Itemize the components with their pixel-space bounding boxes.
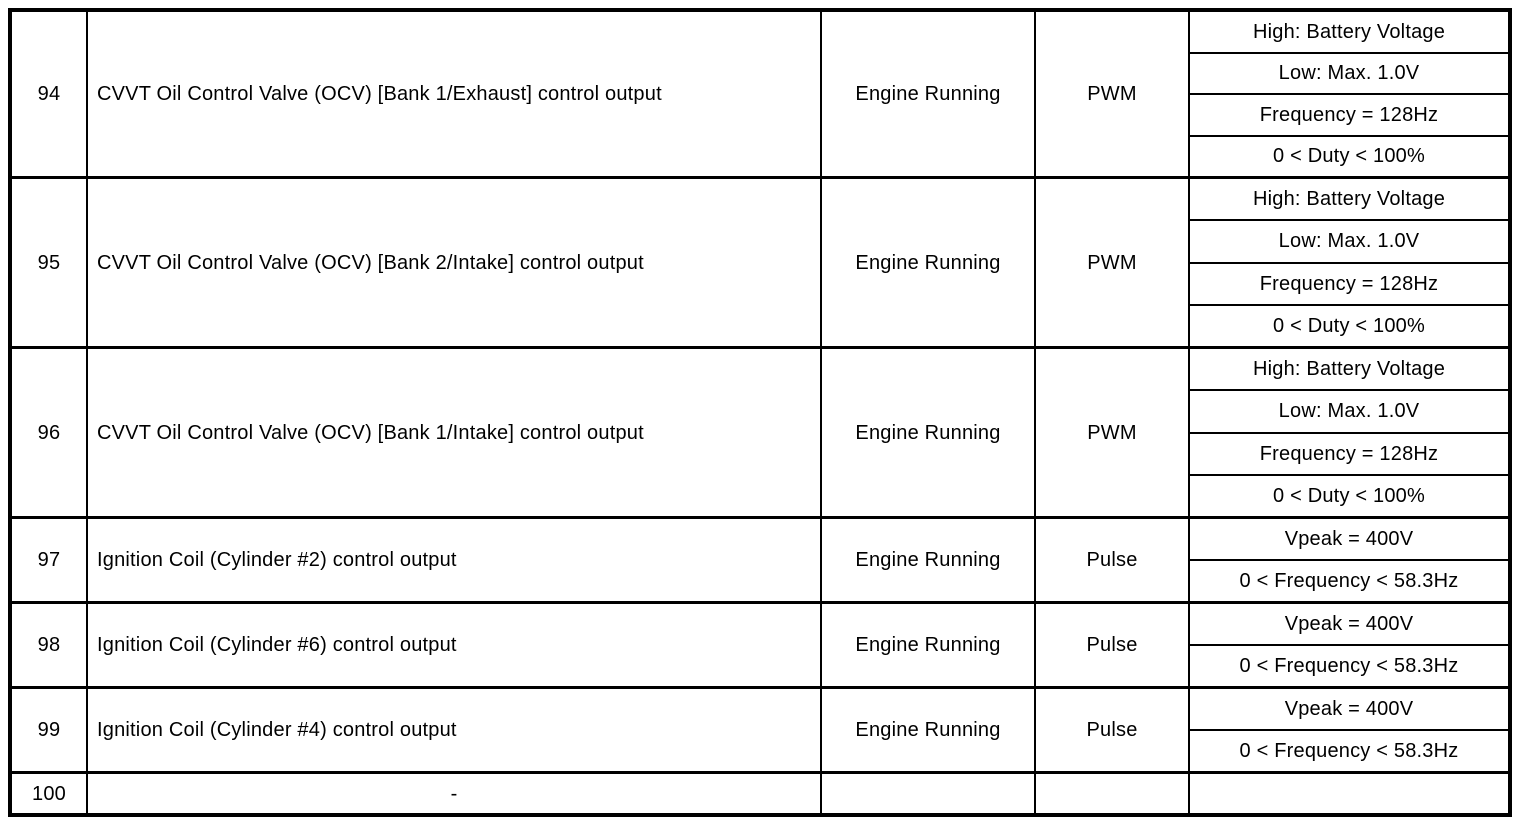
spec-cell: Vpeak = 400V 0 < Frequency < 58.3Hz xyxy=(1188,519,1508,601)
spec-item: High: Battery Voltage xyxy=(1252,188,1446,211)
pin-cell: 95 xyxy=(37,251,61,274)
spec-item: High: Battery Voltage xyxy=(1252,358,1446,381)
spec-item: Low: Max. 1.0V xyxy=(1190,51,1508,94)
pin-cell: 96 xyxy=(37,421,61,444)
table-row: 98 Ignition Coil (Cylinder #6) control ou… xyxy=(12,601,1508,686)
spec-item: Vpeak = 400V xyxy=(1284,528,1414,550)
spec-cell xyxy=(1188,774,1508,813)
pin-spec-table: 94 CVVT Oil Control Valve (OCV) [Bank 1/E… xyxy=(8,8,1512,817)
spec-cell: Vpeak = 400V 0 < Frequency < 58.3Hz xyxy=(1188,689,1508,771)
signal-type-cell: Pulse xyxy=(1034,519,1188,601)
spec-item: High: Battery Voltage xyxy=(1252,20,1446,43)
signal-type-cell: PWM xyxy=(1034,12,1188,176)
spec-cell: Vpeak = 400V 0 < Frequency < 58.3Hz xyxy=(1188,604,1508,686)
condition-cell xyxy=(820,774,1034,813)
description-cell: - xyxy=(86,774,820,813)
signal-type-cell: PWM xyxy=(1034,179,1188,346)
spec-cell: High: Battery Voltage Low: Max. 1.0V Frequ… xyxy=(1188,349,1508,516)
description-cell: CVVT Oil Control Valve (OCV) [Bank 1/Int… xyxy=(86,349,820,516)
condition-cell: Engine Running xyxy=(820,689,1034,771)
spec-item: Frequency = 128Hz xyxy=(1190,93,1508,135)
table-row: 95 CVVT Oil Control Valve (OCV) [Bank 2/I… xyxy=(12,176,1508,346)
description-cell: Ignition Coil (Cylinder #6) control outp… xyxy=(86,604,820,686)
description-cell: Ignition Coil (Cylinder #4) control outp… xyxy=(86,689,820,771)
spec-cell: High: Battery Voltage Low: Max. 1.0V Frequ… xyxy=(1188,12,1508,176)
spec-item: Frequency = 128Hz xyxy=(1190,431,1508,474)
spec-item: Frequency = 128Hz xyxy=(1190,261,1508,304)
description-cell: Ignition Coil (Cylinder #2) control outp… xyxy=(86,519,820,601)
table-row: 97 Ignition Coil (Cylinder #2) control ou… xyxy=(12,516,1508,601)
condition-cell: Engine Running xyxy=(820,519,1034,601)
spec-item: 0 < Duty < 100% xyxy=(1190,134,1508,177)
signal-type-cell xyxy=(1034,774,1188,813)
pin-cell: 100 xyxy=(32,782,66,805)
table-row: 96 CVVT Oil Control Valve (OCV) [Bank 1/I… xyxy=(12,346,1508,516)
spec-item: Vpeak = 400V xyxy=(1284,698,1414,720)
table-row: 100- xyxy=(12,771,1508,813)
description-cell: CVVT Oil Control Valve (OCV) [Bank 2/Int… xyxy=(86,179,820,346)
spec-item: Low: Max. 1.0V xyxy=(1190,389,1508,431)
pin-cell: 94 xyxy=(37,83,61,105)
spec-item: 0 < Frequency < 58.3Hz xyxy=(1190,559,1508,601)
pin-cell: 97 xyxy=(37,549,61,571)
condition-cell: Engine Running xyxy=(820,12,1034,176)
spec-cell: High: Battery Voltage Low: Max. 1.0V Frequ… xyxy=(1188,179,1508,346)
signal-type-cell: PWM xyxy=(1034,349,1188,516)
spec-item: 0 < Frequency < 58.3Hz xyxy=(1190,729,1508,771)
description-cell: CVVT Oil Control Valve (OCV) [Bank 1/Exh… xyxy=(86,12,820,176)
spec-item: 0 < Duty < 100% xyxy=(1190,473,1508,516)
table-row: 99 Ignition Coil (Cylinder #4) control ou… xyxy=(12,686,1508,771)
condition-cell: Engine Running xyxy=(820,349,1034,516)
pin-cell: 99 xyxy=(37,719,61,741)
condition-cell: Engine Running xyxy=(820,179,1034,346)
signal-type-cell: Pulse xyxy=(1034,689,1188,771)
condition-cell: Engine Running xyxy=(820,604,1034,686)
spec-item: 0 < Frequency < 58.3Hz xyxy=(1190,644,1508,686)
spec-item: Vpeak = 400V xyxy=(1284,613,1414,635)
pin-cell: 98 xyxy=(37,634,61,656)
signal-type-cell: Pulse xyxy=(1034,604,1188,686)
spec-item: Low: Max. 1.0V xyxy=(1190,219,1508,261)
table-row: 94 CVVT Oil Control Valve (OCV) [Bank 1/E… xyxy=(12,12,1508,176)
spec-item: 0 < Duty < 100% xyxy=(1190,303,1508,346)
